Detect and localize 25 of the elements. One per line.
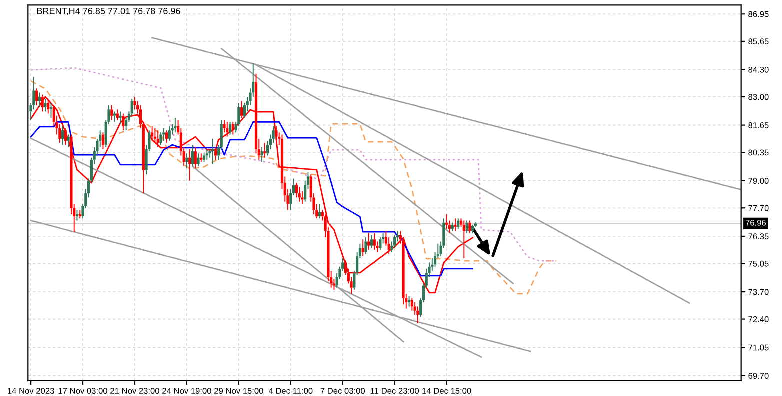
y-tick-label: 73.70 — [748, 289, 769, 296]
y-tick-label: 79.00 — [748, 178, 769, 184]
y-tick-label: 77.70 — [748, 205, 769, 212]
x-tick-label: 7 Dec 03:00 — [320, 388, 366, 394]
y-tick-label: 71.05 — [748, 344, 769, 351]
x-tick-label: 14 Nov 2023 — [8, 388, 54, 394]
x-tick-label: 14 Dec 15:00 — [422, 388, 472, 394]
x-tick-label: 11 Dec 23:00 — [371, 388, 420, 394]
x-tick-label: 24 Nov 19:00 — [162, 388, 212, 394]
y-tick-label: 75.05 — [748, 260, 769, 267]
x-tick-label: 4 Dec 11:00 — [268, 388, 313, 394]
y-tick-label: 83.00 — [748, 94, 769, 100]
y-tick-label: 84.30 — [748, 66, 769, 73]
y-tick-label: 80.35 — [748, 150, 769, 156]
y-tick-label: 76.35 — [748, 234, 769, 240]
y-tick-label: 72.40 — [748, 316, 769, 322]
y-tick-label: 81.65 — [748, 122, 769, 128]
y-tick-label: 86.95 — [748, 11, 769, 18]
ref-line-label: 76.96 — [746, 220, 766, 226]
chart-title: BRENT,H4 76.85 77.01 76.78 76.96 — [37, 8, 180, 16]
x-tick-label: 21 Nov 23:00 — [110, 388, 160, 394]
y-tick-label: 85.65 — [748, 38, 769, 45]
x-tick-label: 17 Nov 03:00 — [58, 388, 108, 394]
x-tick-label: 29 Nov 15:00 — [214, 388, 264, 394]
y-tick-label: 69.70 — [748, 373, 769, 380]
